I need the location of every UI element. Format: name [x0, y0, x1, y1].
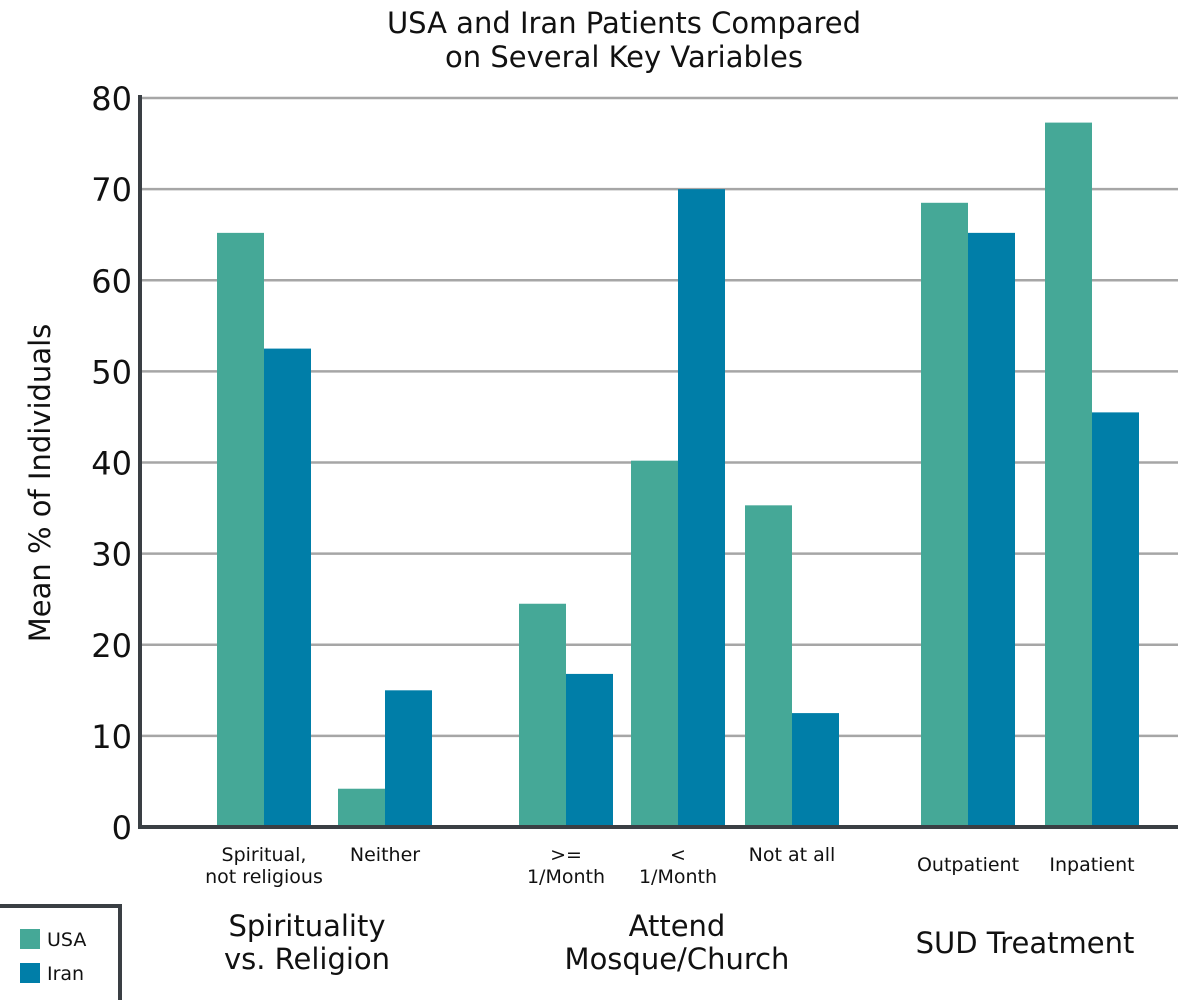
y-tick-label-70: 70 — [91, 171, 132, 209]
bar-usa-2 — [519, 603, 566, 827]
category-label-4-line-0: Not at all — [749, 844, 836, 866]
legend: USA Iran — [0, 904, 122, 1000]
bar-iran-4 — [792, 713, 839, 827]
category-label-5-line-0: Outpatient — [917, 854, 1019, 876]
bar-usa-4 — [745, 505, 792, 827]
bar-usa-1 — [338, 788, 385, 827]
bar-usa-5 — [921, 202, 968, 827]
bar-iran-5 — [968, 232, 1015, 828]
group-label-0-line-1: vs. Religion — [224, 942, 390, 976]
legend-swatch-iran — [20, 963, 40, 983]
bar-iran-6 — [1092, 412, 1139, 827]
chart-title-line-1: USA and Iran Patients Compared — [387, 6, 861, 40]
bar-iran-3 — [678, 189, 725, 827]
group-label-0-line-0: Spirituality — [228, 909, 385, 943]
category-label-2-line-1: 1/Month — [527, 866, 605, 888]
bar-usa-0 — [217, 232, 264, 828]
legend-border — [0, 904, 122, 1000]
y-tick-label-0: 0 — [112, 809, 132, 847]
category-label-6-line-0: Inpatient — [1049, 854, 1134, 876]
bar-usa-3 — [631, 460, 678, 827]
bars — [217, 122, 1139, 828]
legend-label-usa: USA — [47, 929, 86, 951]
category-label-3-line-0: < — [670, 844, 686, 866]
category-label-2-line-0: >= — [550, 844, 582, 866]
bar-iran-0 — [264, 348, 311, 827]
group-label-2-line-0: SUD Treatment — [916, 926, 1135, 960]
chart-title-line-2: on Several Key Variables — [445, 40, 803, 74]
y-tick-label-10: 10 — [91, 718, 132, 756]
y-tick-label-80: 80 — [91, 80, 132, 118]
category-label-0-line-1: not religious — [205, 866, 323, 888]
group-label-1-line-0: Attend — [629, 909, 726, 943]
legend-swatch-usa — [20, 929, 40, 949]
y-tick-label-60: 60 — [91, 262, 132, 300]
group-label-1-line-1: Mosque/Church — [565, 942, 790, 976]
bar-iran-1 — [385, 690, 432, 827]
y-tick-label-50: 50 — [91, 353, 132, 391]
legend-label-iran: Iran — [47, 963, 84, 985]
y-tick-label-20: 20 — [91, 627, 132, 665]
y-tick-label-40: 40 — [91, 445, 132, 483]
bar-iran-2 — [566, 673, 613, 827]
category-label-1-line-0: Neither — [350, 844, 420, 866]
category-label-3-line-1: 1/Month — [639, 866, 717, 888]
category-label-0-line-0: Spiritual, — [222, 844, 307, 866]
y-axis-label: Mean % of Individuals — [23, 324, 57, 643]
bar-usa-6 — [1045, 122, 1092, 827]
y-axis-ticks: 0 10 20 30 40 50 60 70 80 — [91, 80, 132, 847]
axes — [138, 95, 1178, 829]
y-tick-label-30: 30 — [91, 536, 132, 574]
